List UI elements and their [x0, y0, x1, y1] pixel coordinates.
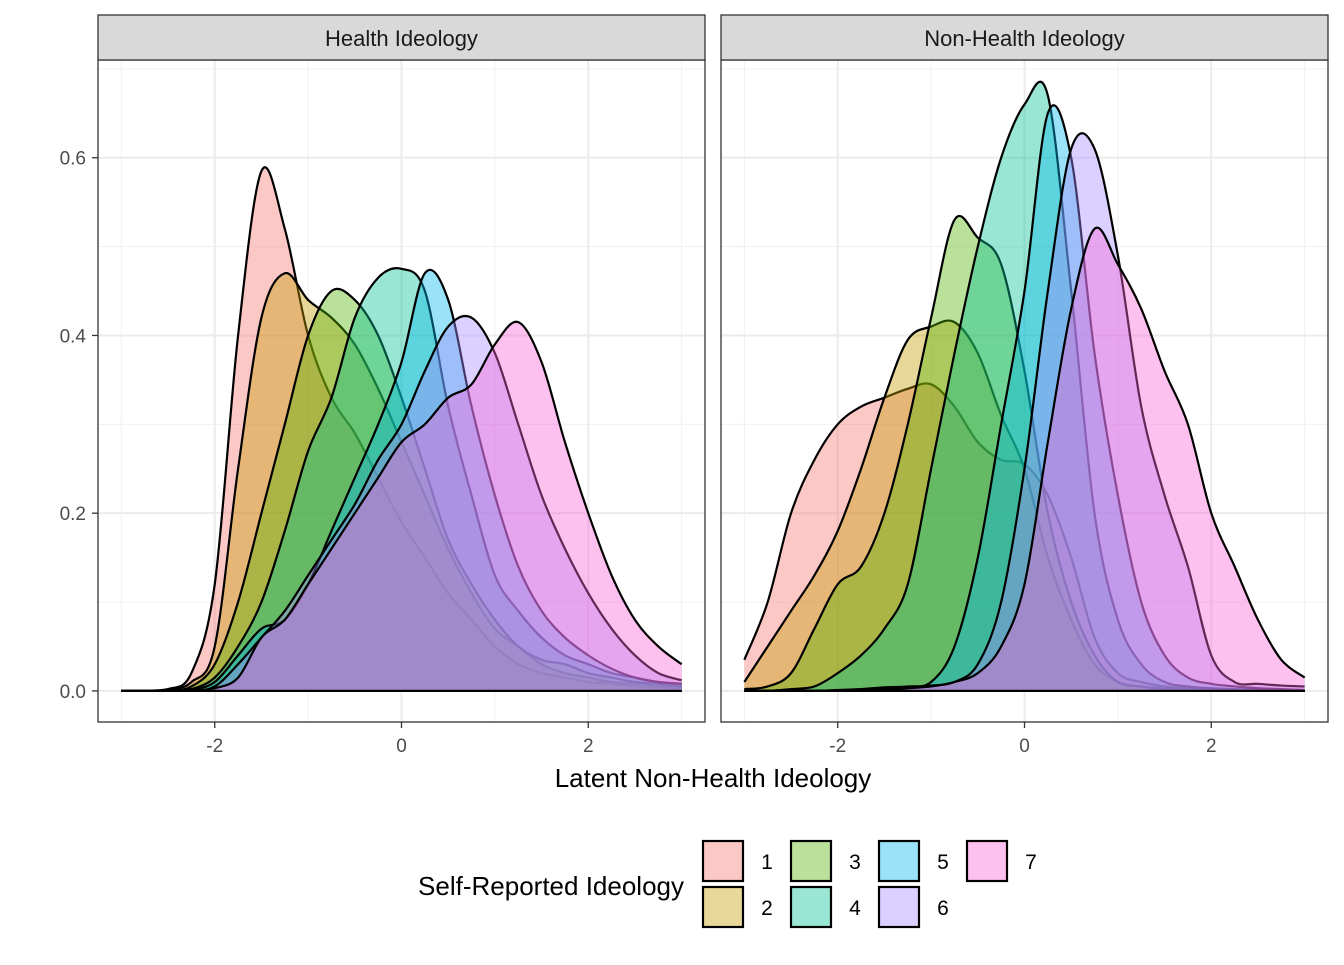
density-area-1 [121, 167, 682, 691]
legend-item-3: 3 [789, 839, 861, 883]
legend-swatch [877, 885, 921, 929]
legend-key-background [878, 840, 920, 882]
legend-label: 6 [937, 897, 949, 920]
legend-item-2: 2 [701, 885, 773, 929]
panel-1: Health Ideology -2 0 2 0.0 0.2 0.4 0.6 [60, 14, 706, 757]
legend-item-4: 4 [789, 885, 861, 929]
density-line-6 [121, 314, 682, 692]
x-axis-title: Latent Non-Health Ideology [555, 763, 872, 793]
legend-key-background [702, 886, 744, 928]
x-tick-label: 0 [1019, 736, 1030, 757]
density-area-4 [121, 268, 682, 691]
density-area-2 [744, 320, 1305, 691]
density-area-5 [744, 105, 1305, 691]
panel-2: Non-Health Ideology -2 0 2 [720, 14, 1329, 757]
x-tick-label: -2 [829, 736, 846, 757]
legend-item-5: 5 [877, 839, 949, 883]
y-tick-label: 0.4 [60, 326, 87, 347]
legend-item-7: 7 [965, 839, 1037, 883]
legend-label: 3 [849, 851, 861, 874]
y-tick-label: 0.0 [60, 682, 86, 703]
legend-key-background [702, 840, 744, 882]
x-tick-label: 2 [1206, 736, 1217, 757]
density-line-7 [121, 320, 683, 692]
density-line-3 [121, 287, 682, 692]
legend-swatch [965, 839, 1009, 883]
density-area-2 [121, 272, 682, 691]
legend-swatch [701, 839, 745, 883]
legend-label: 1 [761, 851, 773, 874]
legend-label: 2 [761, 897, 773, 920]
facet-strip-label: Non-Health Ideology [924, 26, 1125, 51]
density-line-4 [121, 267, 682, 692]
facet-strip [720, 14, 1329, 61]
x-tick-label: -2 [206, 736, 223, 757]
legend-label: 7 [1025, 851, 1037, 874]
legend-key-background [966, 840, 1008, 882]
density-line-4 [744, 80, 1305, 692]
y-tick-label: 0.6 [60, 149, 86, 170]
density-area-7 [121, 321, 682, 691]
y-tick-label: 0.2 [60, 504, 86, 525]
density-area-4 [744, 81, 1305, 691]
legend-swatch [701, 885, 745, 929]
legend-key-background [790, 840, 832, 882]
legend-label: 4 [849, 897, 861, 920]
legend-key-background [878, 886, 920, 928]
legend-title: Self-Reported Ideology [418, 871, 684, 901]
density-area-6 [121, 315, 682, 691]
legend: 1 2 3 4 5 6 7 [701, 839, 1037, 929]
legend-label: 5 [937, 851, 949, 874]
density-area-7 [744, 227, 1305, 691]
legend-swatch [789, 885, 833, 929]
density-line-2 [121, 272, 682, 692]
legend-swatch [789, 839, 833, 883]
density-area-1 [744, 383, 1305, 691]
legend-item-1: 1 [701, 839, 773, 883]
facet-strip [97, 14, 706, 61]
density-line-5 [121, 268, 682, 692]
x-tick-label: 2 [583, 736, 594, 757]
legend-key-background [790, 886, 832, 928]
legend-swatch [877, 839, 921, 883]
facet-strip-label: Health Ideology [325, 26, 478, 51]
density-area-6 [744, 133, 1305, 691]
density-area-3 [121, 288, 682, 691]
density-area-5 [121, 269, 682, 691]
legend-item-6: 6 [877, 885, 949, 929]
x-tick-label: 0 [396, 736, 407, 757]
density-area-3 [744, 215, 1305, 691]
